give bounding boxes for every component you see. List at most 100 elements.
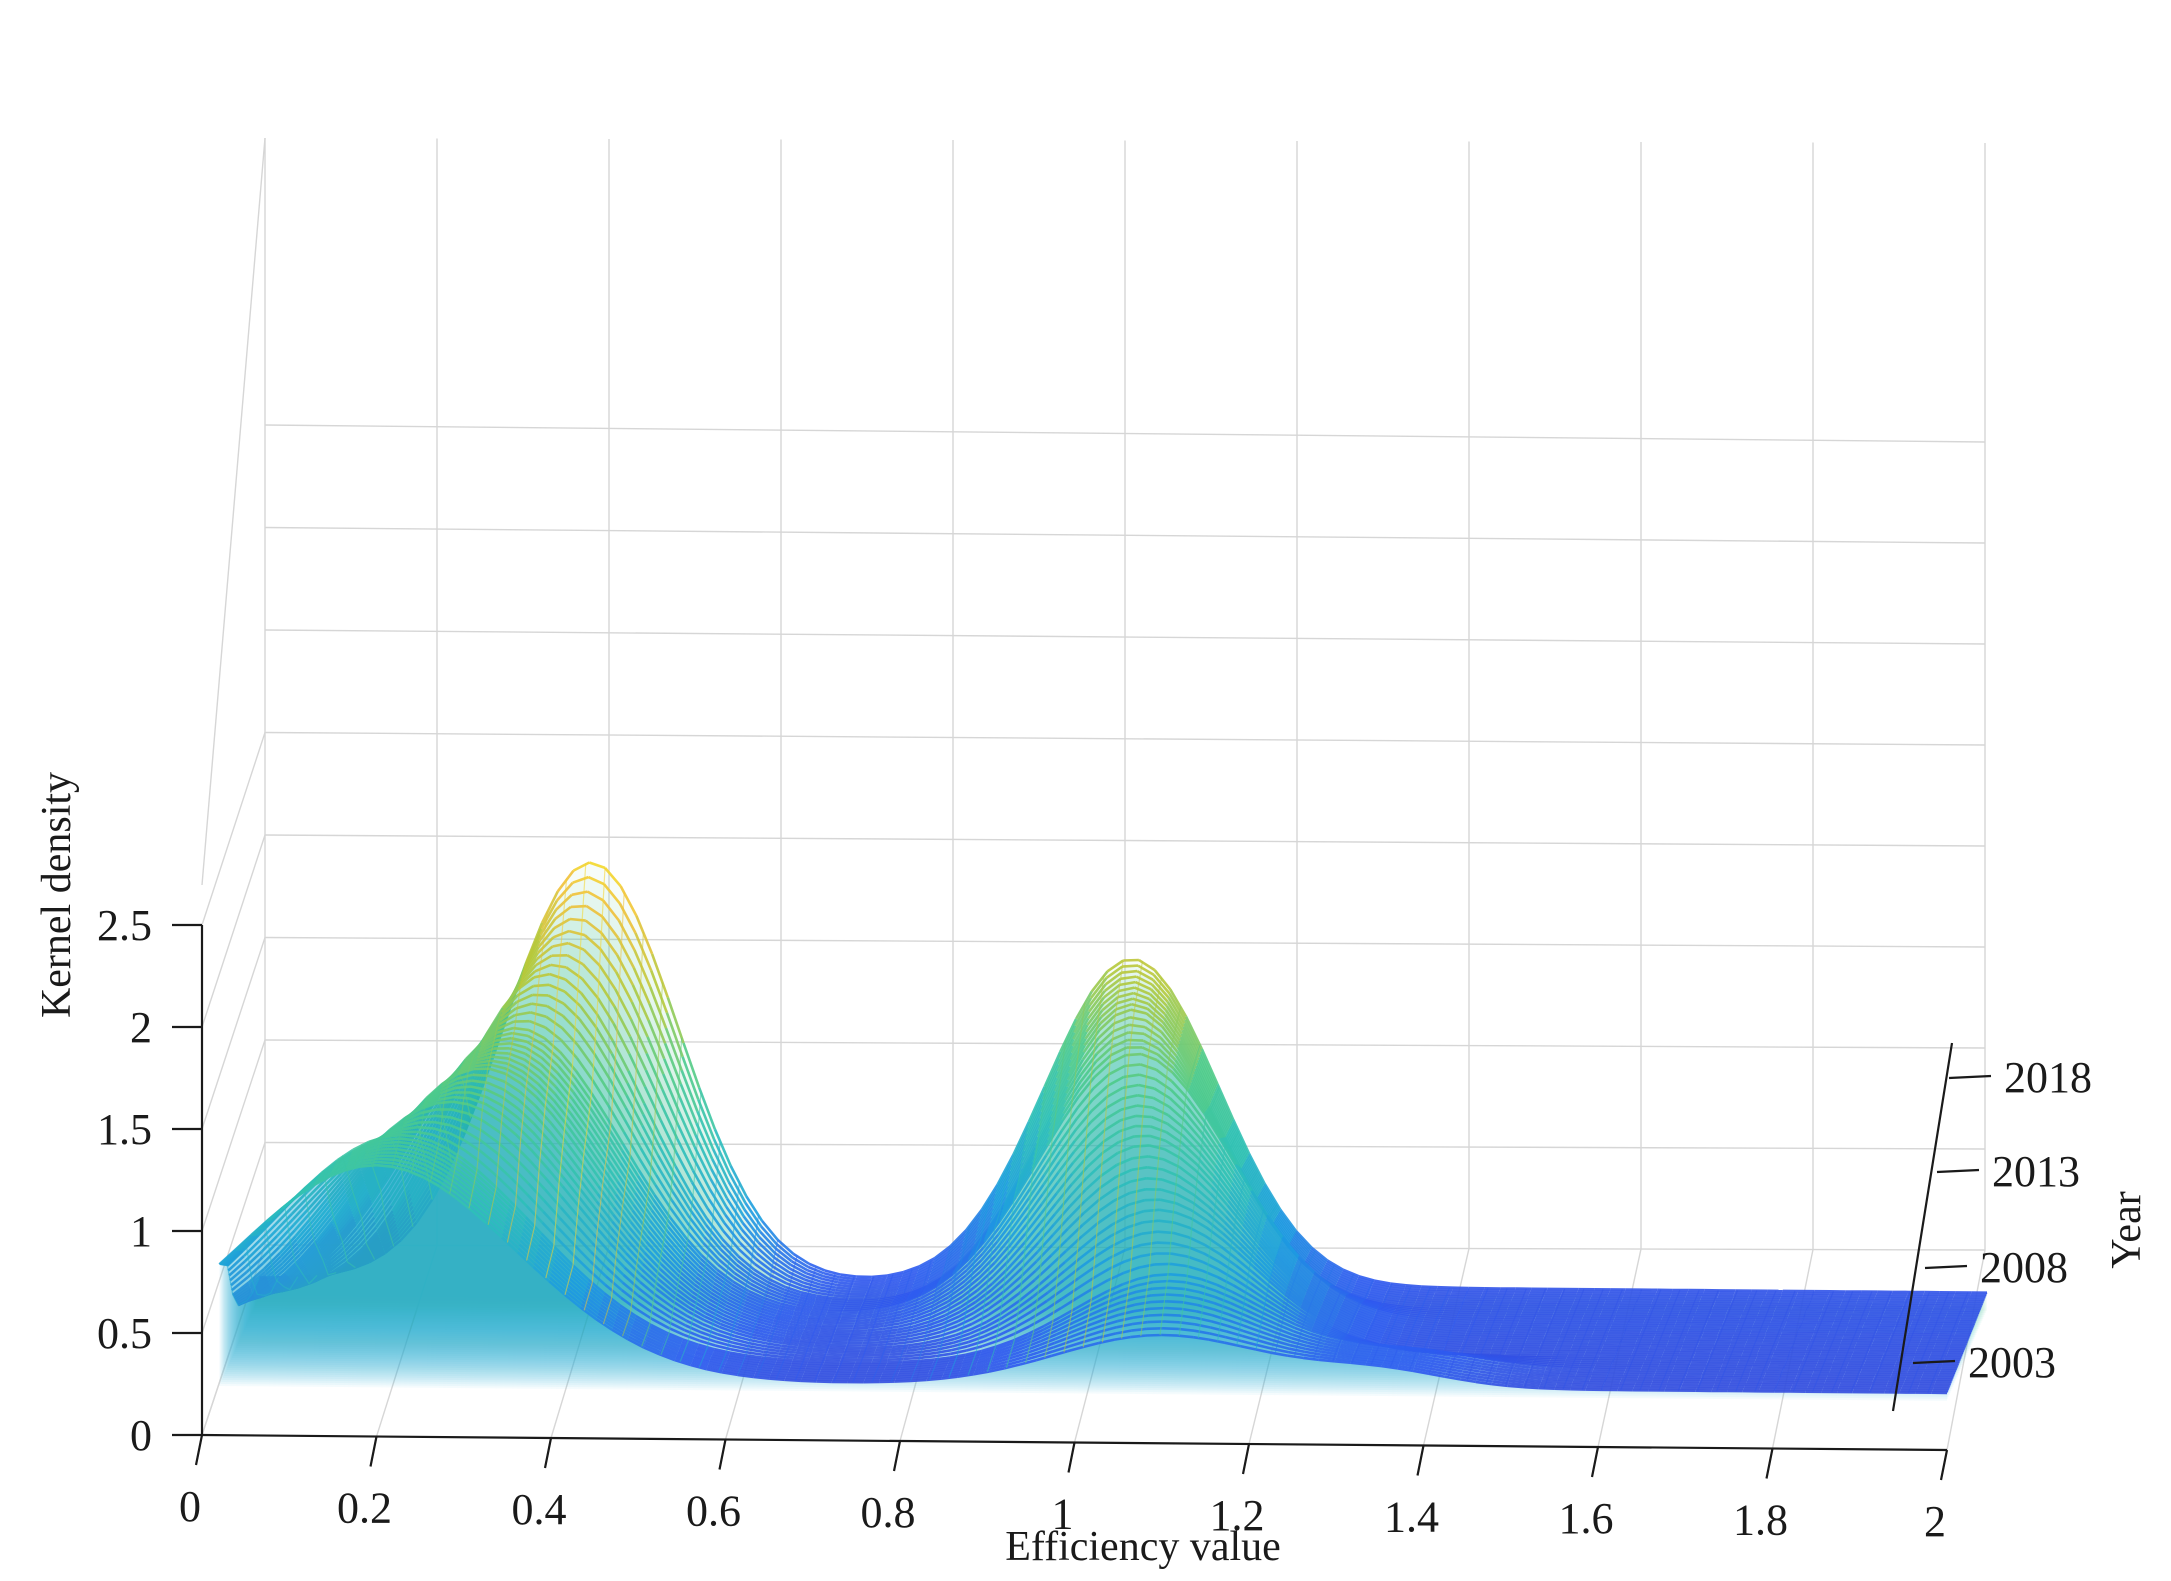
surface-curve-segment <box>303 1247 322 1266</box>
surface-curve-segment <box>1137 1280 1154 1287</box>
surface-curve-segment <box>907 1344 924 1350</box>
surface-curve-segment <box>1117 1145 1134 1155</box>
surface-curve-segment <box>527 1034 545 1046</box>
surface-curve-segment <box>1005 1161 1024 1193</box>
surface-curve-segment <box>874 1350 891 1354</box>
surface-curve-segment <box>1134 1300 1151 1306</box>
surface-curve-segment <box>632 1322 650 1334</box>
surface-curve-segment <box>1204 1243 1222 1256</box>
surface-curve-segment <box>475 1183 493 1200</box>
surface-curve-segment <box>1494 1372 1511 1378</box>
surface-curve-segment <box>1342 1268 1360 1278</box>
surface-curve-segment <box>1402 1353 1419 1358</box>
surface-curve-segment <box>709 1294 727 1307</box>
surface-curve-segment <box>585 1134 604 1160</box>
surface-curve-segment <box>774 1316 791 1323</box>
surface-curve-segment <box>398 1140 415 1146</box>
surface-curve-segment <box>708 1188 727 1216</box>
surface-curve-segment <box>677 1110 696 1148</box>
surface-curve-segment <box>1148 1144 1166 1151</box>
surface-curve-segment <box>1293 1330 1310 1339</box>
surface-curve-segment <box>1121 1284 1138 1292</box>
surface-curve-segment <box>328 1189 347 1212</box>
surface-curve-segment <box>691 1169 710 1200</box>
surface-curve-segment <box>806 1364 823 1368</box>
surface-curve-segment <box>279 1238 298 1258</box>
surface-curve-segment <box>1432 1362 1449 1368</box>
surface-curve-segment <box>1298 1311 1316 1324</box>
surface-curve-segment <box>252 1282 270 1296</box>
surface-curve-segment <box>384 1239 402 1255</box>
surface-curve-segment <box>1260 1233 1279 1255</box>
left-wall-grid-line <box>201 834 266 1028</box>
surface-curve-segment <box>965 1208 983 1231</box>
surface-curve-segment <box>609 1234 628 1255</box>
surface-curve-segment <box>1197 1056 1216 1092</box>
surface-curve-segment <box>554 1085 573 1108</box>
surface-curve-segment <box>381 1144 398 1148</box>
surface-curve-segment <box>468 1097 486 1106</box>
surface-curve-segment <box>509 1200 527 1219</box>
surface-curve-segment <box>1181 1142 1199 1159</box>
surface-curve-segment <box>993 1170 1012 1200</box>
surface-curve-segment <box>325 1248 343 1265</box>
surface-curve-segment <box>329 1262 347 1275</box>
surface-curve-segment <box>1372 1318 1389 1326</box>
surface-curve-segment <box>611 1040 630 1072</box>
surface-curve-segment <box>1040 1329 1058 1339</box>
surface-curve-segment <box>621 1289 639 1304</box>
surface-curve-segment <box>1119 980 1136 987</box>
surface-curve-segment <box>414 1194 433 1220</box>
surface-curve-segment <box>702 1242 720 1261</box>
surface-curve-segment <box>393 1193 412 1219</box>
surface-curve-segment <box>822 1274 840 1282</box>
surface-curve-segment <box>799 1293 817 1300</box>
surface-curve-segment <box>864 1294 881 1298</box>
surface-curve-segment <box>340 1227 358 1248</box>
surface-curve-segment <box>1193 1185 1211 1202</box>
surface-curve-segment <box>1151 983 1169 1003</box>
surface-curve-segment <box>584 1141 603 1166</box>
surface-curve-segment <box>1433 1333 1450 1338</box>
surface-curve-segment <box>517 976 535 991</box>
surface-curve-segment <box>955 1322 973 1332</box>
surface-curve-segment <box>650 1324 668 1335</box>
surface-curve-segment <box>1011 1335 1028 1345</box>
surface-curve-segment <box>230 1271 248 1287</box>
surface-curve-segment <box>1153 1279 1169 1284</box>
surface-curve-segment <box>1136 1287 1153 1294</box>
surface-curve-segment <box>1056 1161 1075 1184</box>
surface-curve-segment <box>735 1263 753 1278</box>
surface-curve-segment <box>660 1104 679 1140</box>
surface-curve-segment <box>1527 1373 1544 1378</box>
surface-curve-segment <box>1559 1373 1576 1377</box>
surface-curve-segment <box>870 1316 887 1322</box>
surface-curve-segment <box>1274 1335 1292 1343</box>
surface-curve-segment <box>775 1314 792 1321</box>
surface-curve-segment <box>1322 1345 1340 1351</box>
surface-curve-segment <box>373 1194 392 1219</box>
surface-curve-segment <box>877 1297 894 1304</box>
surface-curve-segment <box>1126 1221 1144 1229</box>
surface-curve-segment <box>1146 1177 1163 1181</box>
surface-curve-segment <box>1025 1104 1044 1140</box>
surface-curve-segment <box>1185 1274 1202 1281</box>
surface-curve-segment <box>1237 1246 1256 1264</box>
surface-curve-segment <box>672 1295 690 1309</box>
surface-curve-segment <box>1046 1279 1065 1294</box>
surface-curve-segment <box>480 1035 498 1048</box>
surface-curve-segment <box>820 1326 837 1330</box>
surface-curve-segment <box>815 1296 832 1302</box>
surface-curve-segment <box>1417 1296 1433 1300</box>
surface-curve-segment <box>572 1254 591 1272</box>
surface-curve-segment <box>773 1256 791 1270</box>
surface-curve-segment <box>508 1204 526 1223</box>
surface-curve-segment <box>818 1333 835 1337</box>
surface-curve-segment <box>526 1040 544 1053</box>
surface-curve-segment <box>618 902 637 934</box>
surface-curve-segment <box>725 1197 744 1224</box>
surface-curve-segment <box>1291 1336 1308 1345</box>
surface-curve-segment <box>1250 1282 1268 1296</box>
surface-curve-segment <box>1334 1319 1352 1330</box>
surface-curve-segment <box>689 1200 708 1226</box>
